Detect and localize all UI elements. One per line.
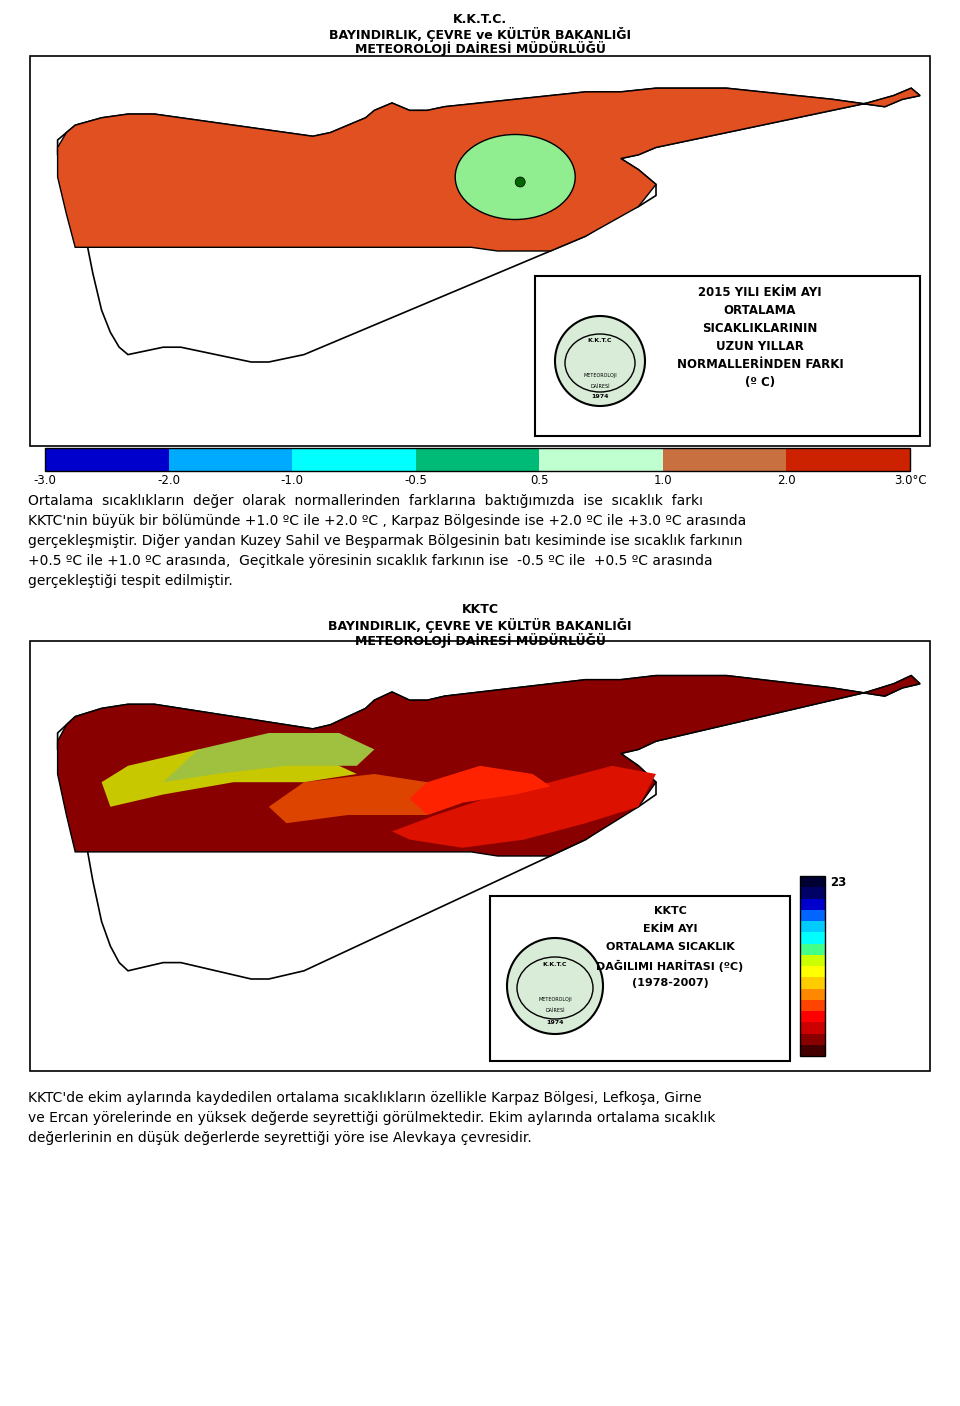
- Polygon shape: [102, 749, 357, 807]
- Bar: [535, 276, 920, 436]
- Bar: [45, 449, 169, 471]
- Polygon shape: [410, 766, 550, 815]
- Bar: [800, 876, 825, 887]
- Bar: [786, 449, 910, 471]
- Text: ORTALAMA SICAKLIK: ORTALAMA SICAKLIK: [606, 942, 734, 952]
- Text: METEOROLOJI: METEOROLOJI: [539, 997, 572, 1002]
- Polygon shape: [392, 766, 656, 848]
- Bar: [800, 988, 825, 1000]
- Circle shape: [516, 177, 525, 187]
- Text: gerçekleşmiştir. Diğer yandan Kuzey Sahil ve Beşparmak Bölgesinin batı kesiminde: gerçekleşmiştir. Diğer yandan Kuzey Sahi…: [28, 534, 742, 548]
- Bar: [540, 449, 662, 471]
- Text: BAYINDIRLIK, ÇEVRE ve KÜLTÜR BAKANLIĞI: BAYINDIRLIK, ÇEVRE ve KÜLTÜR BAKANLIĞI: [329, 27, 631, 42]
- Bar: [800, 955, 825, 966]
- Bar: [800, 910, 825, 921]
- Bar: [416, 449, 540, 471]
- Text: DAİRESİ: DAİRESİ: [590, 384, 610, 388]
- Text: K.K.T.C.: K.K.T.C.: [453, 13, 507, 25]
- Bar: [800, 1033, 825, 1045]
- Bar: [800, 1011, 825, 1022]
- Text: NORMALLERİNDEN FARKI: NORMALLERİNDEN FARKI: [677, 359, 844, 371]
- Text: gerçekleştiği tespit edilmiştir.: gerçekleştiği tespit edilmiştir.: [28, 574, 232, 588]
- Bar: [800, 1022, 825, 1033]
- Polygon shape: [58, 676, 920, 979]
- Text: -1.0: -1.0: [280, 474, 303, 486]
- Text: BAYINDIRLIK, ÇEVRE VE KÜLTÜR BAKANLIĞI: BAYINDIRLIK, ÇEVRE VE KÜLTÜR BAKANLIĞI: [328, 619, 632, 633]
- Polygon shape: [269, 773, 463, 823]
- Bar: [800, 1000, 825, 1011]
- Text: KKTC'nin büyük bir bölümünde +1.0 ºC ile +2.0 ºC , Karpaz Bölgesinde ise +2.0 ºC: KKTC'nin büyük bir bölümünde +1.0 ºC ile…: [28, 515, 746, 529]
- Polygon shape: [58, 89, 920, 252]
- Text: Ortalama  sıcaklıkların  değer  olarak  normallerinden  farklarına  baktığımızda: Ortalama sıcaklıkların değer olarak norm…: [28, 494, 703, 508]
- Text: K.K.T.C: K.K.T.C: [542, 962, 567, 966]
- Text: METEOROLOJİ DAİRESİ MÜDÜRLÜĞÜ: METEOROLOJİ DAİRESİ MÜDÜRLÜĞÜ: [354, 633, 606, 648]
- Bar: [800, 943, 825, 955]
- Text: (1978-2007): (1978-2007): [632, 979, 708, 988]
- Bar: [800, 876, 825, 1056]
- Polygon shape: [58, 89, 920, 361]
- Text: SICAKLIKLARININ: SICAKLIKLARININ: [703, 322, 818, 335]
- Bar: [800, 932, 825, 943]
- Text: -2.0: -2.0: [157, 474, 180, 486]
- Text: 1974: 1974: [591, 394, 609, 398]
- Text: DAĞILIMI HARİTASI (ºC): DAĞILIMI HARİTASI (ºC): [596, 960, 744, 972]
- Bar: [292, 449, 416, 471]
- Bar: [800, 898, 825, 910]
- Text: KKTC: KKTC: [462, 603, 498, 616]
- Text: 1.0: 1.0: [654, 474, 672, 486]
- Text: EKİM AYI: EKİM AYI: [643, 924, 697, 934]
- Text: DAİRESİ: DAİRESİ: [545, 1008, 564, 1012]
- Bar: [800, 966, 825, 977]
- Bar: [30, 56, 930, 446]
- Polygon shape: [58, 676, 920, 856]
- Circle shape: [555, 316, 645, 406]
- Text: KKTC'de ekim aylarında kaydedilen ortalama sıcaklıkların özellikle Karpaz Bölges: KKTC'de ekim aylarında kaydedilen ortala…: [28, 1091, 702, 1105]
- Text: METEOROLOJİ DAİRESİ MÜDÜRLÜĞÜ: METEOROLOJİ DAİRESİ MÜDÜRLÜĞÜ: [354, 41, 606, 56]
- Text: 0.5: 0.5: [530, 474, 548, 486]
- Text: +0.5 ºC ile +1.0 ºC arasında,  Geçitkale yöresinin sıcaklık farkının ise  -0.5 º: +0.5 ºC ile +1.0 ºC arasında, Geçitkale …: [28, 554, 712, 568]
- Text: KKTC: KKTC: [654, 905, 686, 915]
- Text: değerlerinin en düşük değerlerde seyrettiği yöre ise Alevkaya çevresidir.: değerlerinin en düşük değerlerde seyrett…: [28, 1130, 532, 1144]
- Text: (º C): (º C): [745, 375, 775, 389]
- Bar: [800, 887, 825, 898]
- Text: METEOROLOJI: METEOROLOJI: [583, 374, 617, 378]
- Text: 2.0: 2.0: [777, 474, 796, 486]
- Text: -3.0: -3.0: [34, 474, 57, 486]
- Bar: [800, 977, 825, 988]
- Circle shape: [507, 938, 603, 1033]
- Text: K.K.T.C: K.K.T.C: [588, 339, 612, 343]
- Polygon shape: [163, 733, 374, 782]
- Text: ve Ercan yörelerinde en yüksek değerde seyrettiği görülmektedir. Ekim aylarında : ve Ercan yörelerinde en yüksek değerde s…: [28, 1111, 715, 1125]
- Bar: [662, 449, 786, 471]
- Text: 2015 YILI EKİM AYI: 2015 YILI EKİM AYI: [698, 285, 822, 299]
- Text: 23: 23: [830, 876, 847, 889]
- Text: UZUN YILLAR: UZUN YILLAR: [716, 340, 804, 353]
- Bar: [30, 641, 930, 1071]
- Text: -0.5: -0.5: [404, 474, 427, 486]
- Text: 1974: 1974: [546, 1019, 564, 1025]
- Bar: [800, 921, 825, 932]
- Text: ORTALAMA: ORTALAMA: [724, 304, 796, 316]
- Ellipse shape: [455, 135, 575, 219]
- Bar: [45, 449, 910, 471]
- Bar: [169, 449, 292, 471]
- Bar: [490, 896, 790, 1062]
- Text: 3.0°C: 3.0°C: [894, 474, 926, 486]
- Bar: [800, 1045, 825, 1056]
